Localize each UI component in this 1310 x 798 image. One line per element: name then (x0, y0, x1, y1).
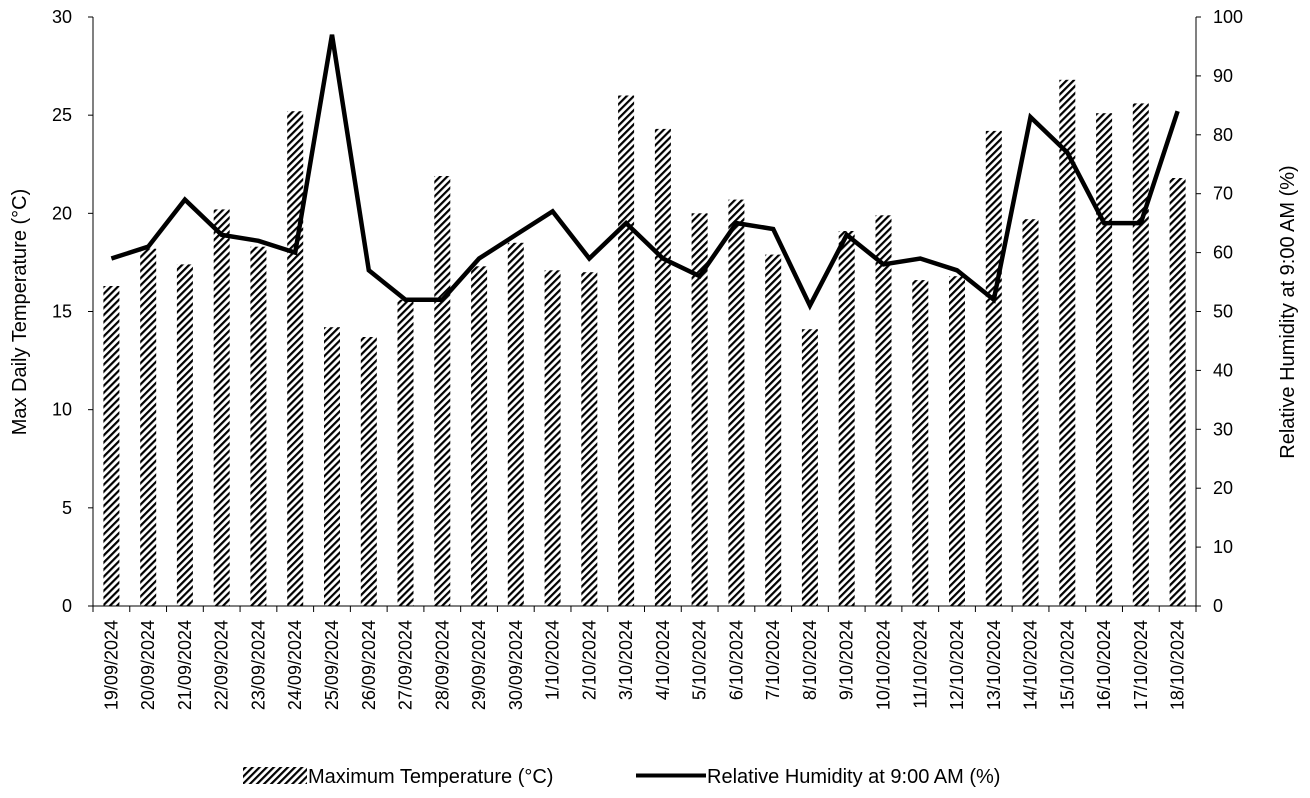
temperature-bar (397, 299, 414, 606)
left-tick-label: 5 (62, 498, 72, 518)
x-tick-label: 18/10/2024 (1168, 620, 1188, 710)
temperature-bar (728, 199, 745, 606)
x-tick-label: 22/09/2024 (212, 620, 232, 710)
x-tick-label: 7/10/2024 (763, 620, 783, 700)
temperature-bar (471, 266, 488, 606)
temperature-bar (324, 327, 340, 606)
x-tick-label: 5/10/2024 (690, 620, 710, 700)
temperature-bar (801, 329, 818, 606)
temperature-bar (1169, 178, 1186, 606)
x-tick-label: 26/09/2024 (359, 620, 379, 710)
temperature-bar (1096, 113, 1113, 606)
humidity-line (110, 34, 1180, 311)
temperature-bar (360, 337, 377, 606)
left-tick-label: 30 (52, 7, 72, 27)
right-tick-label: 50 (1213, 302, 1233, 322)
x-tick-label: 12/10/2024 (947, 620, 967, 710)
x-tick-label: 1/10/2024 (543, 620, 563, 700)
x-tick-label: 14/10/2024 (1021, 620, 1041, 710)
right-axis-title: Relative Humidity at 9:00 AM (%) (1277, 165, 1299, 458)
temperature-bar (287, 111, 304, 606)
left-tick-label: 0 (62, 596, 72, 616)
temperature-bar (949, 276, 965, 606)
humidity-line-layer (110, 34, 1180, 311)
right-tick-label: 10 (1213, 537, 1233, 557)
left-tick-label: 15 (52, 302, 72, 322)
left-tick-label: 25 (52, 105, 72, 125)
left-y-axis: 0 5 10 15 20 25 30 (52, 7, 94, 616)
temperature-bar (985, 130, 1002, 606)
temperature-bar (618, 95, 635, 606)
temperature-bar (1059, 79, 1076, 607)
temperature-bar (1132, 103, 1149, 607)
temperature-bar (1022, 219, 1039, 606)
x-tick-label: 17/10/2024 (1131, 620, 1151, 710)
temperature-bar (176, 264, 193, 606)
temperature-bar (875, 215, 892, 607)
right-y-axis: 0 10 20 30 40 50 60 70 80 90 100 (1195, 7, 1243, 616)
x-tick-label: 24/09/2024 (285, 620, 305, 710)
right-tick-label: 80 (1213, 125, 1233, 145)
x-tick-label: 16/10/2024 (1094, 620, 1114, 710)
x-tick-label: 27/09/2024 (396, 620, 416, 710)
temperature-bar (507, 242, 524, 607)
left-axis-title: Max Daily Temperature (°C) (9, 189, 31, 436)
temperature-bar (765, 254, 782, 606)
legend-label-temperature: Maximum Temperature (°C) (308, 766, 553, 788)
right-tick-label: 30 (1213, 419, 1233, 439)
legend-swatch-temperature (243, 767, 307, 784)
right-tick-label: 40 (1213, 360, 1233, 380)
left-tick-label: 20 (52, 203, 72, 223)
left-tick-label: 10 (52, 400, 72, 420)
x-tick-label: 2/10/2024 (579, 620, 599, 700)
right-tick-label: 60 (1213, 243, 1233, 263)
x-tick-label: 15/10/2024 (1057, 620, 1077, 710)
x-tick-label: 6/10/2024 (726, 620, 746, 700)
x-tick-label: 19/09/2024 (101, 620, 121, 710)
temperature-bar (250, 246, 267, 606)
x-tick-label: 13/10/2024 (984, 620, 1004, 710)
right-tick-label: 0 (1213, 596, 1223, 616)
x-tick-label: 30/09/2024 (506, 620, 526, 710)
temperature-bar (213, 209, 230, 606)
x-tick-label: 10/10/2024 (874, 620, 894, 710)
temperature-bar (838, 231, 855, 606)
temperature-bar (544, 270, 561, 606)
x-tick-label: 23/09/2024 (248, 620, 268, 710)
temperature-bar (912, 280, 929, 606)
x-tick-label: 25/09/2024 (322, 620, 342, 710)
temperature-bar (691, 213, 708, 607)
x-tick-label: 29/09/2024 (469, 620, 489, 710)
right-tick-label: 20 (1213, 478, 1233, 498)
x-tick-label: 9/10/2024 (837, 620, 857, 700)
x-tick-label: 28/09/2024 (432, 620, 452, 710)
x-tick-label: 11/10/2024 (910, 620, 930, 709)
legend-label-humidity: Relative Humidity at 9:00 AM (%) (707, 766, 1000, 788)
temperature-bars (103, 79, 1186, 607)
temperature-bar (581, 272, 598, 606)
temperature-bar (654, 128, 671, 606)
right-tick-label: 90 (1213, 66, 1233, 86)
temperature-bar (103, 286, 120, 606)
x-tick-label: 4/10/2024 (653, 620, 673, 700)
temperature-bar (434, 176, 451, 606)
temperature-bar (140, 248, 157, 606)
legend: Maximum Temperature (°C) Relative Humidi… (243, 766, 1000, 788)
right-tick-label: 70 (1213, 184, 1233, 204)
x-tick-label: 8/10/2024 (800, 620, 820, 700)
right-tick-label: 100 (1213, 7, 1243, 27)
x-tick-label: 20/09/2024 (138, 620, 158, 710)
x-tick-label: 21/09/2024 (175, 620, 195, 710)
x-axis: 19/09/2024 20/09/2024 21/09/2024 22/09/2024… (92, 605, 1197, 710)
x-tick-label: 3/10/2024 (616, 620, 636, 700)
